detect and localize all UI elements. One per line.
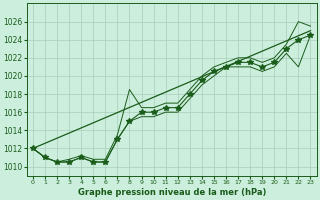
X-axis label: Graphe pression niveau de la mer (hPa): Graphe pression niveau de la mer (hPa) (77, 188, 266, 197)
